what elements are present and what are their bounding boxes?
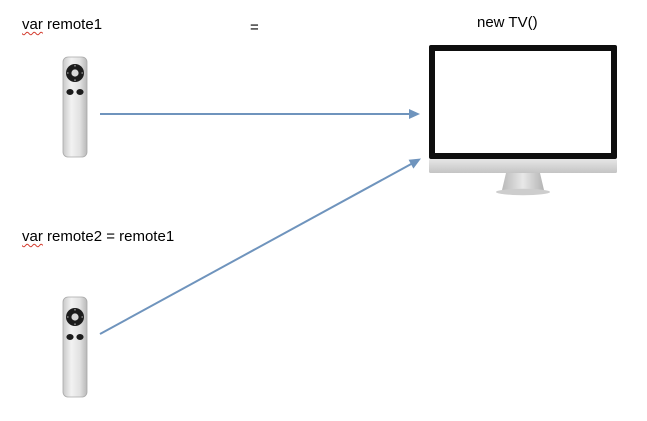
- arrow-remote2-to-tv: [99, 158, 421, 335]
- var-keyword: var: [22, 228, 43, 245]
- arrow-right-icon: [408, 158, 421, 169]
- imac-monitor-icon: [429, 45, 617, 196]
- remote2-assignment: remote2 = remote1: [42, 228, 175, 245]
- remote1-declaration: var remote1: [22, 16, 102, 34]
- remote2-declaration: var remote2 = remote1: [22, 228, 174, 246]
- equals-sign: =: [250, 19, 259, 36]
- arrow-right-icon: [409, 109, 420, 119]
- var-keyword: var: [22, 16, 43, 33]
- apple-remote-icon: [62, 296, 88, 398]
- remote1-name: remote1: [42, 16, 103, 33]
- arrow-remote1-to-tv: [100, 109, 420, 119]
- apple-remote-icon: [62, 56, 88, 158]
- new-tv-expression: new TV(): [477, 14, 538, 31]
